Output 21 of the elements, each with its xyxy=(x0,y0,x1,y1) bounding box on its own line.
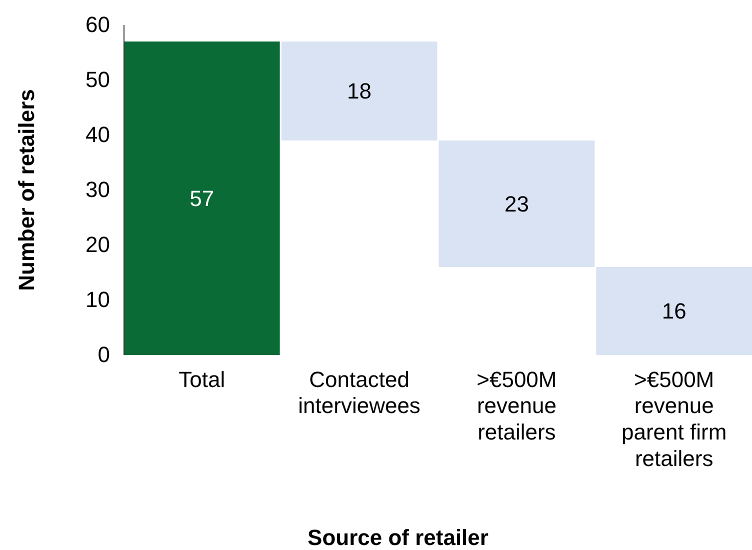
bar xyxy=(281,42,438,140)
y-tick-label: 50 xyxy=(86,67,110,92)
data-label: 16 xyxy=(662,298,686,324)
y-tick-label: 60 xyxy=(86,12,110,38)
x-tick-label: Contacted interviewees xyxy=(298,366,420,418)
data-label: 57 xyxy=(190,186,214,211)
x-tick-label: Total xyxy=(178,366,226,392)
bar xyxy=(596,267,752,355)
y-axis-title: Number of retailers xyxy=(14,89,39,291)
x-axis-title: Source of retailer xyxy=(308,525,489,550)
x-tick-label: >€500M revenue retailers xyxy=(476,366,557,445)
bar xyxy=(438,140,595,267)
y-tick-label: 10 xyxy=(86,287,110,312)
y-tick-label: 0 xyxy=(98,342,110,368)
y-tick-label: 20 xyxy=(86,232,110,258)
bar xyxy=(124,42,280,355)
x-tick-label: >€500M revenue parent firm retailers xyxy=(622,366,727,471)
y-tick-label: 30 xyxy=(86,177,110,202)
data-label: 18 xyxy=(347,78,372,104)
data-label: 23 xyxy=(504,191,529,216)
y-tick-label: 40 xyxy=(86,122,110,148)
